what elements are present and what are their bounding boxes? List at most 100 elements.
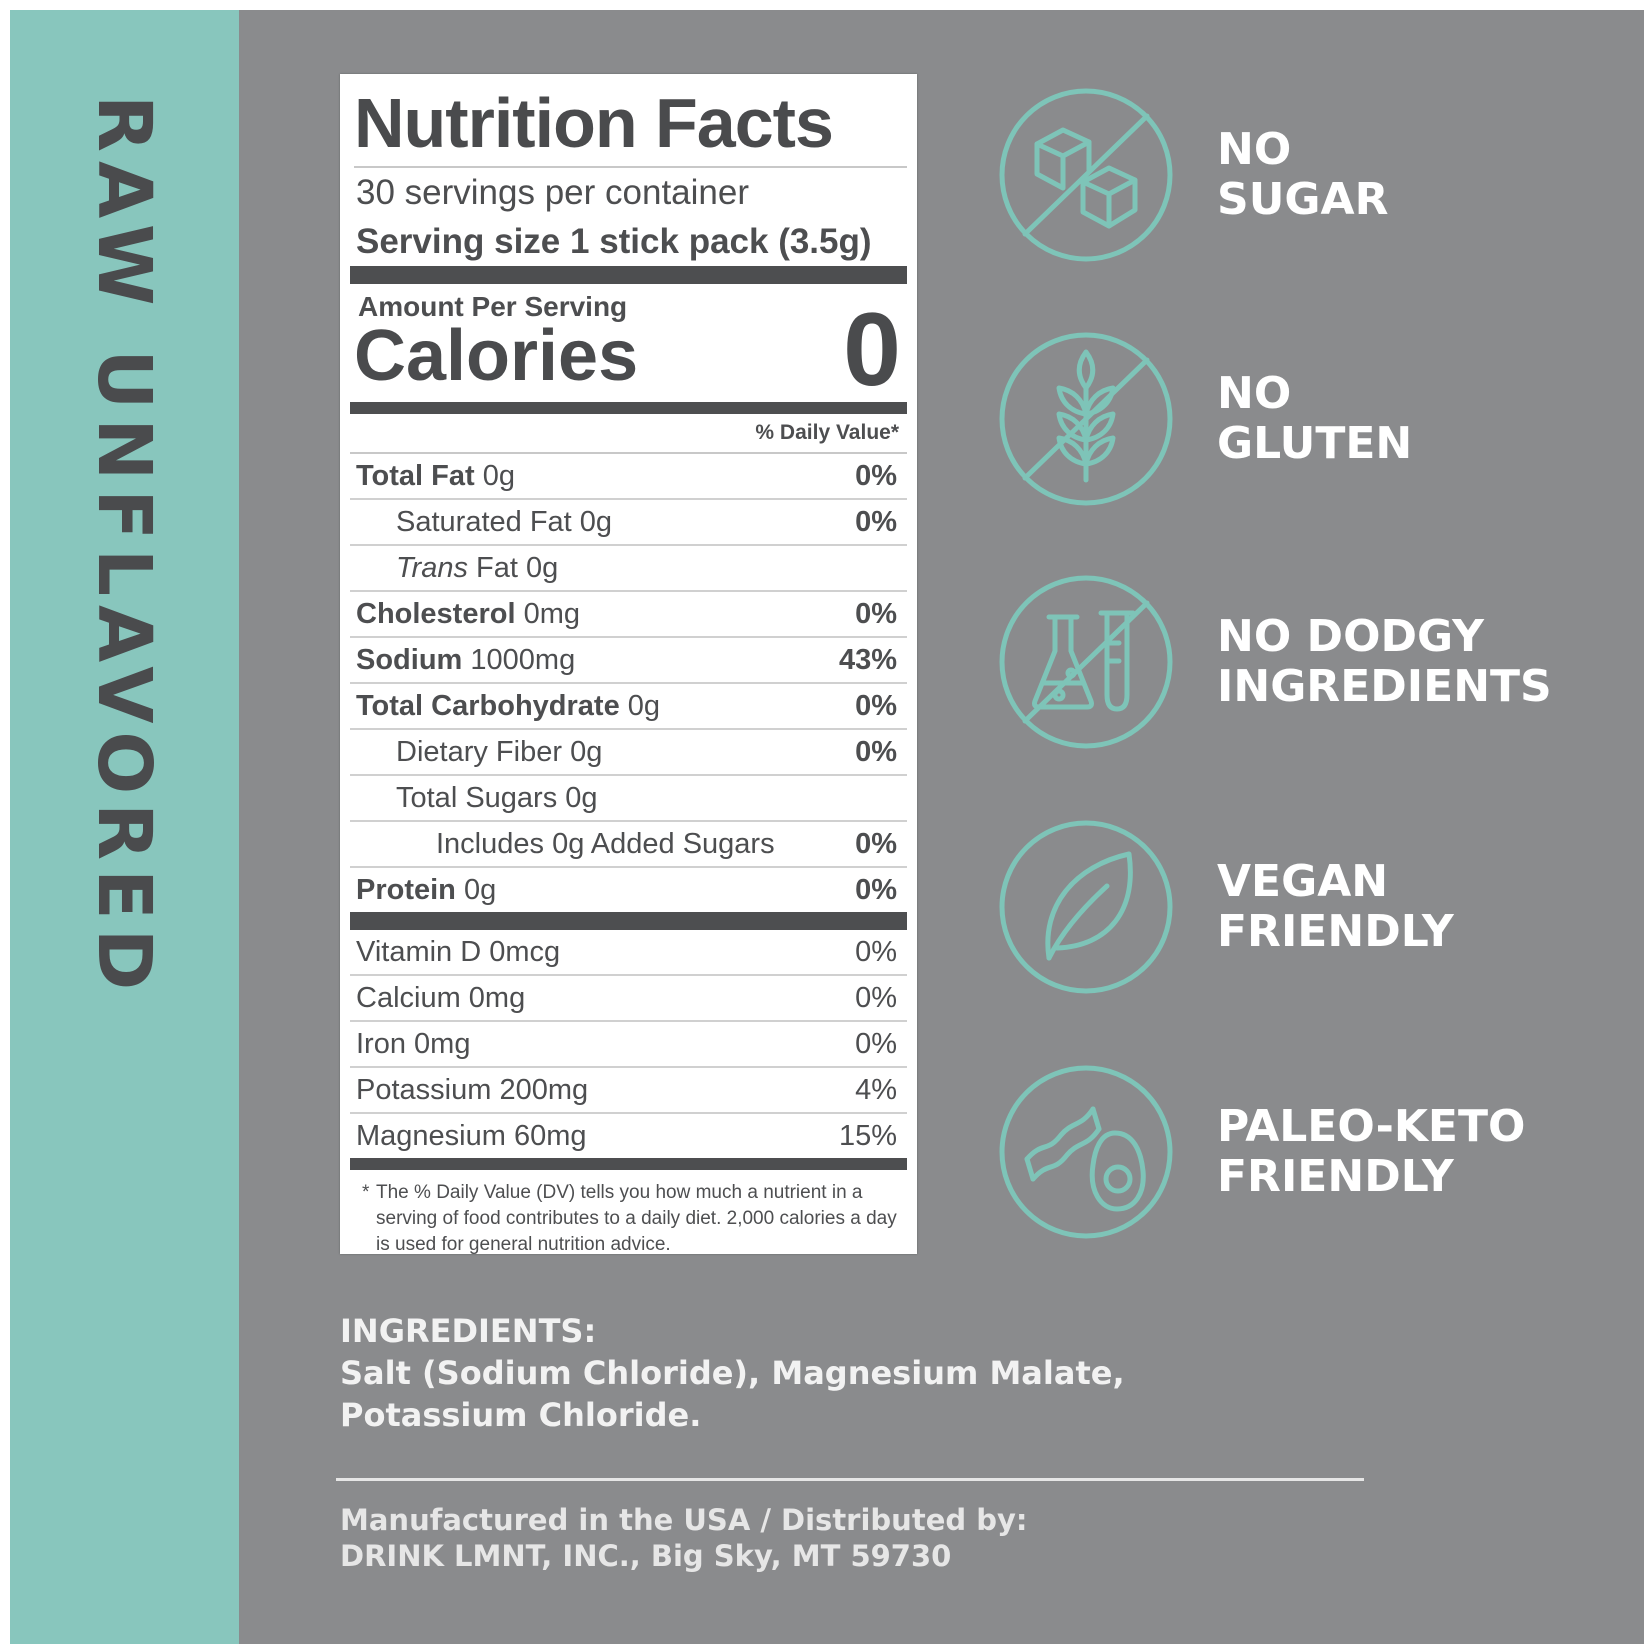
vitamin-dv: 4% (855, 1074, 897, 1106)
claim-paleo-keto-friendly: PALEO-KETO FRIENDLY (997, 1063, 1597, 1241)
footnote-text: The % Daily Value (DV) tells you how muc… (376, 1182, 897, 1255)
nutrient-amount: 1000mg (470, 644, 576, 676)
vitamin-row: Magnesium 60mg 15% (350, 1114, 907, 1158)
nutrient-row: Total Sugars 0g (350, 776, 907, 822)
thick-divider (350, 912, 907, 930)
claim-no-sugar: NO SUGAR (997, 86, 1597, 264)
daily-value-footnote: * The % Daily Value (DV) tells you how m… (350, 1170, 907, 1258)
nutrient-label: Includes 0g Added Sugars (436, 828, 775, 860)
vitamin-label: Iron 0mg (356, 1028, 471, 1060)
manufacturer-line: Manufactured in the USA / Distributed by… (340, 1503, 1028, 1537)
vitamin-dv: 15% (838, 1120, 897, 1152)
claim-line2: GLUTEN (1217, 418, 1413, 469)
nutrition-facts-title: Nutrition Facts (354, 80, 907, 168)
claim-line1: VEGAN (1217, 856, 1389, 907)
nutrient-row: Trans Fat 0g (350, 546, 907, 592)
claim-line1: NO DODGY (1217, 611, 1485, 662)
ingredients-section: INGREDIENTS: Salt (Sodium Chloride), Mag… (340, 1310, 1125, 1436)
nutrient-row: Protein 0g 0% (350, 868, 907, 912)
flavor-side-panel: RAW UNFLAVORED (10, 10, 239, 1644)
medium-divider (350, 402, 907, 414)
nutrient-dv: 0% (855, 460, 897, 492)
claim-no-dodgy-ingredients: NO DODGY INGREDIENTS (997, 573, 1597, 751)
vitamin-dv: 0% (855, 1028, 897, 1060)
claim-vegan-friendly: VEGAN FRIENDLY (997, 818, 1597, 996)
amount-per-serving: Amount Per Serving (358, 291, 628, 322)
nutrient-dv: 43% (838, 644, 897, 676)
claim-line2: FRIENDLY (1217, 906, 1454, 957)
calories-value: 0 (843, 292, 901, 408)
nutrient-row: Total Carbohydrate 0g 0% (350, 684, 907, 730)
vitamin-label: Calcium 0mg (356, 982, 526, 1014)
claim-line2: FRIENDLY (1217, 1151, 1454, 1202)
manufacturer-info: Manufactured in the USA / Distributed by… (340, 1502, 1027, 1574)
nutrient-label: Total Fat (356, 460, 475, 492)
ingredients-line: Salt (Sodium Chloride), Magnesium Malate… (340, 1354, 1125, 1392)
nutrition-facts-label: Nutrition Facts 30 servings per containe… (340, 74, 917, 1255)
nutrient-row: Cholesterol 0mg 0% (350, 592, 907, 638)
nutrient-dv: 0% (855, 598, 897, 630)
nutrient-row: Includes 0g Added Sugars 0% (350, 822, 907, 868)
nutrient-dv: 0% (855, 874, 897, 906)
medium-divider (350, 1158, 907, 1170)
product-panel: RAW UNFLAVORED Nutrition Facts 30 servin… (10, 10, 1644, 1644)
nutrient-amount: 0g (526, 552, 559, 584)
nutrient-row: Dietary Fiber 0g 0% (350, 730, 907, 776)
thick-divider (350, 266, 907, 284)
serving-size-value: 1 stick pack (3.5g) (570, 222, 872, 261)
sugar-cubes-icon (999, 88, 1173, 262)
claim-line1: NO (1217, 368, 1292, 419)
nutrient-amount: 0g (579, 506, 613, 538)
nutrient-label: Sodium (356, 644, 463, 676)
nutrient-amount: 0g (570, 736, 603, 768)
vitamin-label: Vitamin D 0mcg (356, 936, 561, 968)
claim-line1: PALEO-KETO (1217, 1101, 1526, 1152)
nutrient-label: Saturated Fat (396, 506, 572, 538)
calories-row: Calories 0 (350, 298, 907, 402)
ingredients-heading: INGREDIENTS: (340, 1312, 597, 1350)
nutrient-row: Sodium 1000mg 43% (350, 638, 907, 684)
vitamin-row: Vitamin D 0mcg 0% (350, 930, 907, 976)
nutrient-dv: 0% (855, 828, 897, 860)
vitamin-dv: 0% (855, 982, 897, 1014)
nutrient-label: Protein (356, 874, 456, 906)
wheat-icon (999, 332, 1173, 506)
nutrient-label: Fat (476, 552, 518, 584)
claim-no-gluten: NO GLUTEN (997, 330, 1597, 508)
nutrient-amount: 0g (482, 460, 516, 492)
lab-flask-icon (999, 575, 1173, 749)
claim-line2: INGREDIENTS (1217, 661, 1552, 712)
ingredients-line: Potassium Chloride. (340, 1396, 702, 1434)
bacon-avocado-icon (999, 1065, 1173, 1239)
calories-label: Calories (354, 316, 639, 396)
nutrient-amount: 0g (627, 690, 661, 722)
vitamin-dv: 0% (855, 936, 897, 968)
nutrient-amount: 0g (463, 874, 497, 906)
servings-per-container: 30 servings per container (356, 173, 749, 212)
serving-size: Serving size 1 stick pack (3.5g) (350, 218, 907, 266)
nutrient-amount: 0mg (523, 598, 581, 630)
daily-value-header: % Daily Value* (350, 414, 907, 454)
nutrient-label: Cholesterol (356, 598, 516, 630)
leaf-icon (999, 820, 1173, 994)
nutrient-dv: 0% (855, 736, 897, 768)
nutrient-row: Total Fat 0g 0% (350, 454, 907, 500)
nutrient-label: Total Carbohydrate (356, 690, 620, 722)
footnote-star: * (362, 1182, 370, 1203)
claim-line1: NO (1217, 124, 1292, 175)
nutrient-row: Saturated Fat 0g 0% (350, 500, 907, 546)
claim-line2: SUGAR (1217, 174, 1389, 225)
vitamin-label: Magnesium 60mg (356, 1120, 587, 1152)
flavor-name: RAW UNFLAVORED (81, 95, 167, 1000)
serving-size-label: Serving size (356, 222, 561, 261)
vitamin-row: Calcium 0mg 0% (350, 976, 907, 1022)
nutrient-label: Total Sugars (396, 782, 558, 814)
nutrient-label: Dietary Fiber (396, 736, 562, 768)
nutrient-label-italic: Trans (396, 552, 468, 584)
vitamin-label: Potassium 200mg (356, 1074, 589, 1106)
vitamin-row: Iron 0mg 0% (350, 1022, 907, 1068)
nutrient-amount: 0g (565, 782, 598, 814)
horizontal-divider (336, 1478, 1364, 1481)
distributor-line: DRINK LMNT, INC., Big Sky, MT 59730 (340, 1539, 952, 1573)
nutrient-dv: 0% (855, 506, 897, 538)
